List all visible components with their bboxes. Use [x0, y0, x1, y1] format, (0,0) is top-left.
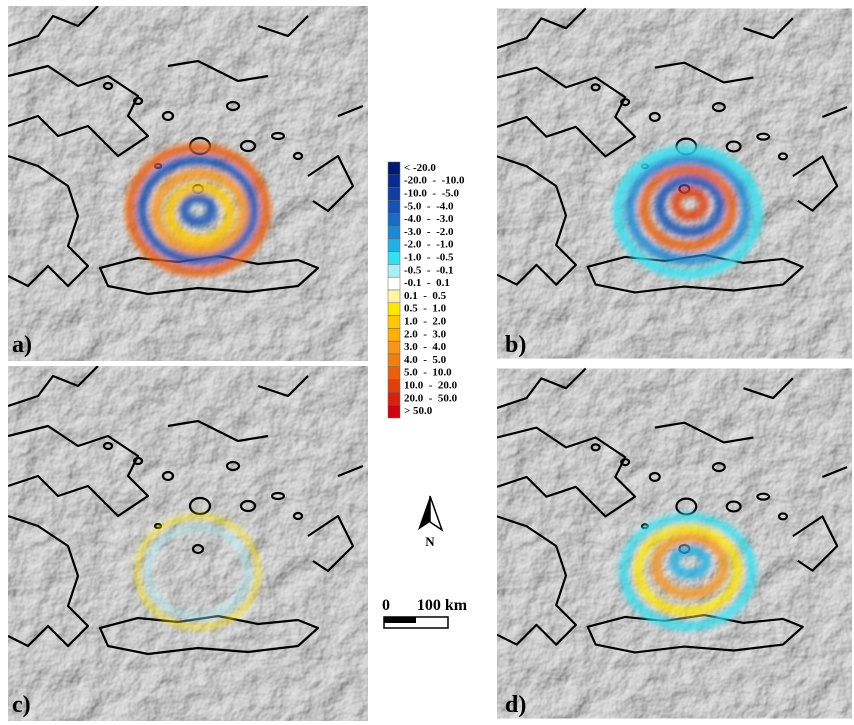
legend-swatch: [388, 188, 400, 201]
scale-bar: 0 100 km: [382, 597, 468, 628]
legend-swatch: [388, 239, 400, 252]
legend-label: -0.5 - -0.1: [404, 264, 454, 276]
legend-swatch: [388, 405, 400, 418]
legend-swatch: [388, 277, 400, 290]
legend-swatch: [388, 252, 400, 265]
legend-label: -1.0 - -0.5: [404, 252, 454, 264]
panel-label: d): [505, 692, 526, 718]
north-label: N: [425, 534, 435, 549]
legend-swatch: [388, 290, 400, 303]
panel-b: b): [497, 8, 852, 358]
legend-label: < -20.0: [404, 162, 436, 174]
legend-label: 2.0 - 3.0: [404, 328, 447, 340]
legend-label: 20.0 - 50.0: [404, 392, 458, 404]
scale-end: 100 km: [417, 597, 468, 614]
legend-label: 3.0 - 4.0: [404, 341, 447, 353]
legend-swatch: [388, 367, 400, 380]
legend-swatch: [388, 392, 400, 405]
panel-d: d): [497, 368, 852, 718]
legend-swatch: [388, 354, 400, 367]
legend-label: -2.0 - -1.0: [404, 239, 454, 251]
legend-swatch: [388, 380, 400, 393]
legend-swatch: [388, 264, 400, 277]
page: a) b) c) d) < -20.0-20.0 - -10.0-10.0 - …: [0, 0, 854, 725]
legend-swatch: [388, 303, 400, 316]
legend-label: 0.1 - 0.5: [404, 290, 447, 302]
legend-label: 5.0 - 10.0: [404, 367, 452, 379]
legend-label: -4.0 - -3.0: [404, 213, 454, 225]
legend-label: -3.0 - -2.0: [404, 226, 454, 238]
legend-swatch: [388, 226, 400, 239]
legend-swatch: [388, 175, 400, 188]
legend-swatch: [388, 200, 400, 213]
legend-label: 10.0 - 20.0: [404, 380, 458, 392]
legend-label: -0.1 - 0.1: [404, 277, 450, 289]
legend: < -20.0-20.0 - -10.0-10.0 - -5.0-5.0 - -…: [388, 162, 465, 418]
legend-label: -10.0 - -5.0: [404, 188, 459, 200]
north-arrow: N: [418, 496, 442, 549]
legend-swatch: [388, 162, 400, 175]
legend-label: -20.0 - -10.0: [404, 175, 465, 187]
figure: a) b) c) d) < -20.0-20.0 - -10.0-10.0 - …: [0, 0, 854, 725]
legend-swatch: [388, 213, 400, 226]
legend-label: > 50.0: [404, 405, 433, 417]
legend-swatch: [388, 328, 400, 341]
panel-a: a): [8, 6, 368, 361]
panel-label: b): [505, 332, 526, 358]
legend-label: 1.0 - 2.0: [404, 316, 447, 328]
scale-start: 0: [382, 597, 390, 614]
legend-swatch: [388, 316, 400, 329]
legend-label: 0.5 - 1.0: [404, 303, 447, 315]
legend-label: 4.0 - 5.0: [404, 354, 447, 366]
panel-c: c): [8, 366, 368, 721]
panel-label: c): [12, 692, 31, 718]
legend-label: -5.0 - -4.0: [404, 200, 454, 212]
legend-swatch: [388, 341, 400, 354]
panel-label: a): [12, 332, 32, 358]
